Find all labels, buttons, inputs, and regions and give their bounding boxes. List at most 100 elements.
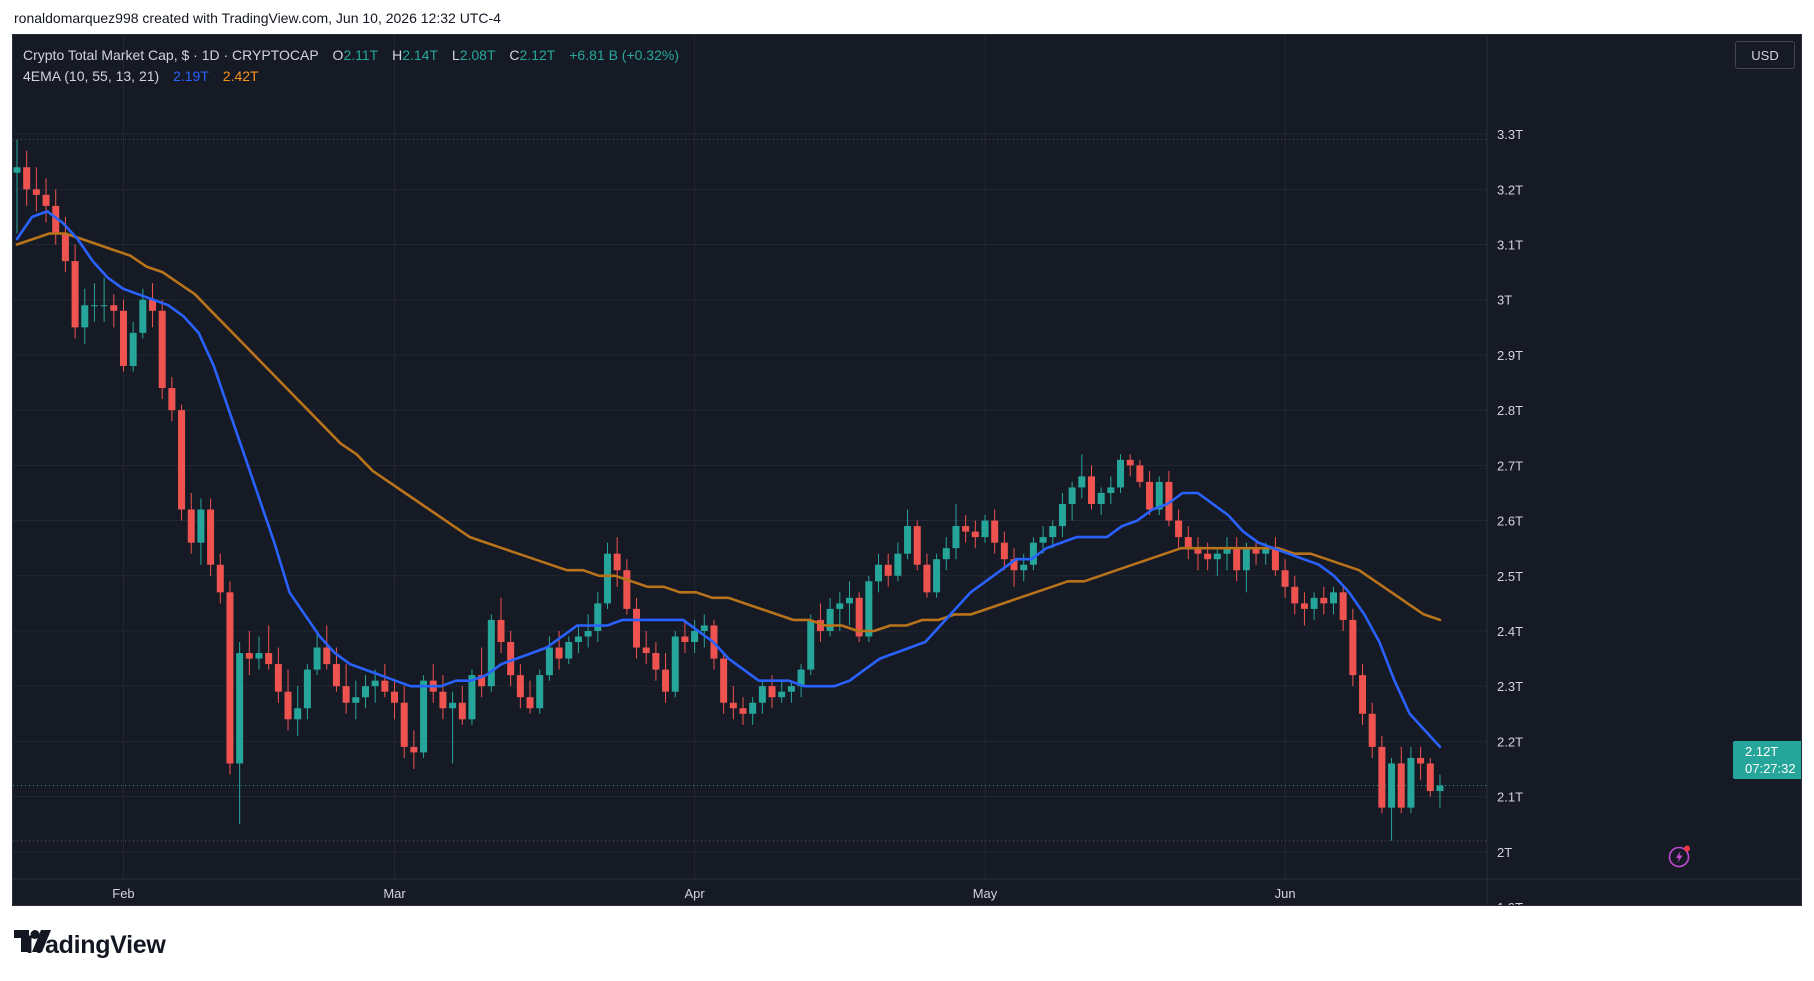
- candle-body: [778, 691, 786, 698]
- candle-body: [855, 597, 863, 637]
- chart-legend: Crypto Total Market Cap, $ · 1D · CRYPTO…: [23, 45, 679, 87]
- brand-logo: TradingView: [14, 930, 166, 960]
- candle-body: [623, 570, 631, 609]
- candle-body: [197, 509, 205, 543]
- candle-body: [100, 305, 108, 307]
- candle-body: [875, 564, 883, 582]
- currency-selector[interactable]: USD: [1735, 41, 1795, 69]
- y-tick-label: 1.9T: [1497, 900, 1523, 906]
- candle-body: [768, 686, 776, 698]
- candle-body: [894, 553, 902, 576]
- candle-body: [352, 697, 360, 703]
- candle-body: [391, 691, 399, 703]
- candle-body: [245, 653, 253, 659]
- legend-ema-fast-value: 2.19T: [173, 68, 209, 84]
- candle-body: [807, 619, 815, 670]
- candle-body: [478, 675, 486, 687]
- candle-body: [565, 642, 573, 659]
- candle-body: [1204, 553, 1212, 560]
- candle-body: [865, 581, 873, 637]
- candle-body: [904, 526, 912, 554]
- y-tick-label: 2.3T: [1497, 679, 1523, 694]
- candle-body: [758, 686, 766, 703]
- candle-body: [942, 548, 950, 560]
- chart-frame[interactable]: 1.9T 2T 2.1T 2.2T 2.3T 2.4T 2.5T 2.6T 2.7T 2.8T 2.…: [12, 34, 1802, 906]
- candle-body: [971, 531, 979, 538]
- candle-body: [468, 675, 476, 720]
- candle-body: [178, 410, 186, 510]
- candle-body: [400, 702, 408, 747]
- candle-body: [1165, 481, 1173, 521]
- candle-body: [313, 647, 321, 670]
- candle-body: [158, 310, 166, 389]
- candle-body: [1281, 570, 1289, 587]
- candle-body: [1000, 542, 1008, 560]
- candle-body: [449, 702, 457, 709]
- candle-body: [1155, 481, 1163, 510]
- candle-body: [1349, 619, 1357, 676]
- candle-body: [1087, 476, 1095, 504]
- legend-indicator-row: 4EMA (10, 55, 13, 21) 2.19T 2.42T: [23, 66, 679, 87]
- candle-body: [1271, 548, 1279, 571]
- candle-body: [168, 388, 176, 411]
- y-tick-label: 2T: [1497, 845, 1512, 860]
- candle-body: [265, 653, 273, 665]
- candle-body: [536, 675, 544, 709]
- candle-body: [1291, 586, 1299, 604]
- candle-body: [1378, 746, 1386, 808]
- candle-body: [1213, 553, 1221, 560]
- candle-body: [90, 305, 98, 307]
- candle-body: [487, 619, 495, 687]
- legend-close-label: C: [509, 47, 520, 63]
- candle-body: [1029, 542, 1037, 565]
- y-tick-label: 2.5T: [1497, 569, 1523, 584]
- candle-body: [1426, 763, 1434, 792]
- candle-body: [216, 564, 224, 593]
- x-tick-label: Feb: [112, 886, 134, 901]
- candle-body: [749, 702, 757, 714]
- candle-body: [410, 746, 418, 753]
- candle-body: [1126, 459, 1134, 466]
- candle-body: [303, 669, 311, 709]
- candle-body: [129, 332, 137, 366]
- y-tick-label: 2.4T: [1497, 624, 1523, 639]
- legend-open: 2.11T: [343, 47, 379, 63]
- bar-countdown: 07:27:32: [1745, 761, 1796, 776]
- candle-body: [61, 233, 69, 262]
- candle-body: [574, 636, 582, 643]
- candle-body: [294, 708, 302, 720]
- candle-body: [110, 305, 118, 311]
- candle-body: [149, 299, 157, 311]
- candle-body: [187, 509, 195, 543]
- candle-body: [207, 509, 215, 565]
- legend-ohlc-row: Crypto Total Market Cap, $ · 1D · CRYPTO…: [23, 45, 679, 66]
- tradingview-logo-icon: [14, 930, 51, 952]
- legend-title[interactable]: Crypto Total Market Cap, $ · 1D · CRYPTO…: [23, 47, 319, 63]
- lightning-alert-icon[interactable]: [1667, 843, 1693, 869]
- candle-body: [381, 680, 389, 692]
- candle-body: [1117, 459, 1125, 488]
- candle-body: [71, 261, 79, 328]
- candle-body: [1058, 504, 1066, 527]
- candle-body: [1359, 675, 1367, 714]
- candle-body: [420, 680, 428, 753]
- y-tick-label: 2.9T: [1497, 348, 1523, 363]
- candle-body: [236, 653, 244, 764]
- legend-indicator-name[interactable]: 4EMA (10, 55, 13, 21): [23, 68, 160, 84]
- candle-body: [1262, 548, 1270, 554]
- candle-body: [700, 625, 708, 631]
- candle-body: [1339, 592, 1347, 620]
- candle-body: [361, 686, 369, 698]
- candle-body: [1407, 757, 1415, 808]
- x-tick-label: Mar: [383, 886, 406, 901]
- candle-body: [691, 630, 699, 643]
- candle-body: [1397, 763, 1405, 808]
- price-chart[interactable]: 1.9T 2T 2.1T 2.2T 2.3T 2.4T 2.5T 2.6T 2.7T 2.8T 2.…: [13, 35, 1802, 906]
- candle-body: [603, 553, 611, 604]
- candle-body: [633, 608, 641, 648]
- candle-body: [555, 647, 563, 659]
- candle-body: [613, 553, 621, 571]
- candle-body: [662, 669, 670, 692]
- candle-body: [81, 305, 89, 328]
- candle-body: [1388, 763, 1396, 808]
